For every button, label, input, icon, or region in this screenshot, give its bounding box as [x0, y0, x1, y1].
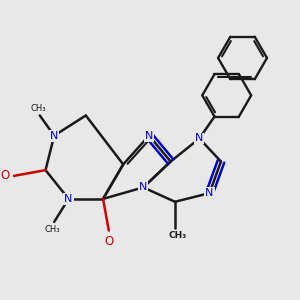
Text: N: N — [195, 134, 204, 143]
Text: CH₃: CH₃ — [31, 103, 46, 112]
Text: CH₃: CH₃ — [45, 225, 61, 234]
Text: O: O — [104, 235, 113, 248]
Text: N: N — [64, 194, 73, 204]
Text: CH₃: CH₃ — [169, 230, 187, 239]
Text: N: N — [50, 130, 58, 141]
Text: N: N — [145, 130, 153, 141]
Text: N: N — [139, 182, 148, 192]
Text: O: O — [0, 169, 10, 182]
Text: N: N — [205, 188, 214, 198]
